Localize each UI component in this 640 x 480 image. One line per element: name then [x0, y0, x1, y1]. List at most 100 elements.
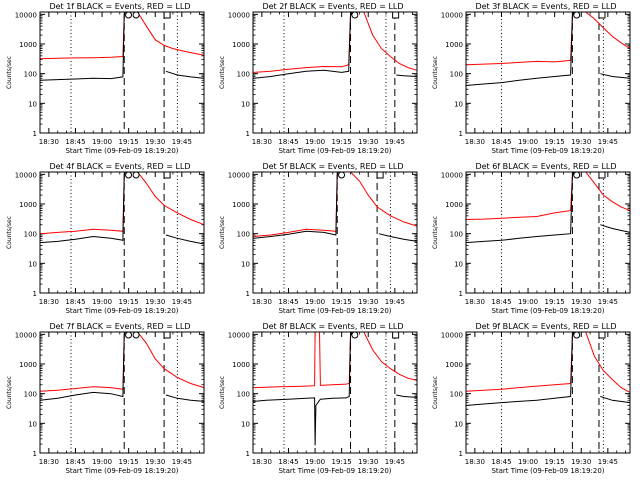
chart-panel-5: Det 5f BLACK = Events, RED = LLD 1 10 100 10…	[219, 162, 418, 315]
y-tick-label: 100	[450, 391, 463, 399]
chart-panel-8: Det 8f BLACK = Events, RED = LLD 1 10 100 10…	[219, 322, 418, 475]
x-tick-label: 19:45	[172, 138, 192, 146]
x-tick-label: 19:00	[92, 138, 112, 146]
y-tick-label: 1000	[232, 361, 250, 369]
y-tick-label: 1	[246, 290, 250, 298]
y-tick-label: 10	[241, 100, 250, 108]
y-tick-label: 10000	[441, 11, 463, 19]
series-events-line	[252, 11, 418, 79]
series-lld-line	[252, 171, 418, 237]
x-tick-label: 19:15	[545, 138, 565, 146]
marker-s-symbol	[338, 171, 346, 179]
x-tick-label: 18:30	[39, 138, 59, 146]
marker-s-symbol	[125, 11, 133, 19]
marker-e-symbol	[376, 171, 384, 179]
x-tick-label: 19:15	[545, 458, 565, 466]
marker-e-symbol	[598, 331, 606, 339]
x-axis-label: Start Time (09-Feb-09 18:19:20)	[491, 147, 604, 155]
x-tick-label: 18:45	[278, 458, 298, 466]
x-tick-label: 19:15	[332, 138, 352, 146]
plot-frame	[252, 171, 418, 294]
chart-panel-6: Det 6f BLACK = Events, RED = LLD 1 10 100 10…	[432, 162, 631, 315]
series-events-line	[465, 11, 631, 86]
x-axis-label: Start Time (09-Feb-09 18:19:20)	[65, 467, 178, 475]
y-tick-label: 10	[28, 420, 37, 428]
series-lld-line	[465, 331, 631, 393]
y-tick-label: 1000	[19, 201, 37, 209]
marker-a-symbol	[132, 11, 140, 19]
y-tick-label: 10	[454, 100, 463, 108]
x-tick-label: 18:30	[252, 298, 272, 306]
marker-s-symbol	[351, 11, 359, 19]
series-lld-line	[252, 331, 418, 389]
chart-panel-1: Det 1f BLACK = Events, RED = LLD 1 10 100 10…	[6, 2, 205, 155]
y-tick-label: 10000	[228, 171, 250, 179]
y-axis-label: Counts/sec	[6, 376, 13, 409]
x-tick-label: 18:45	[491, 298, 511, 306]
x-tick-label: 18:45	[491, 138, 511, 146]
marker-e-symbol	[392, 331, 400, 339]
x-tick-label: 18:30	[39, 458, 59, 466]
x-tick-label: 18:30	[252, 458, 272, 466]
x-tick-label: 19:30	[358, 298, 378, 306]
y-axis-label: Counts/sec	[6, 56, 13, 89]
chart-panel-2: Det 2f BLACK = Events, RED = LLD 1 10 100 10…	[219, 2, 418, 155]
chart-title: Det 2f BLACK = Events, RED = LLD	[262, 2, 403, 11]
y-tick-label: 1	[459, 290, 463, 298]
chart-title: Det 3f BLACK = Events, RED = LLD	[475, 2, 616, 11]
x-tick-label: 19:30	[145, 138, 165, 146]
marker-e-symbol	[598, 11, 606, 19]
marker-s-symbol	[125, 171, 133, 179]
marker-a-symbol	[132, 331, 140, 339]
x-tick-label: 19:30	[571, 458, 591, 466]
chart-title: Det 7f BLACK = Events, RED = LLD	[49, 322, 190, 331]
y-tick-label: 10000	[15, 11, 37, 19]
y-axis-label: Counts/sec	[219, 376, 226, 409]
series-events-line	[465, 171, 631, 244]
y-tick-label: 1000	[232, 201, 250, 209]
y-tick-label: 10000	[228, 331, 250, 339]
y-axis-label: Counts/sec	[432, 56, 439, 89]
y-tick-label: 10000	[15, 331, 37, 339]
x-tick-label: 19:15	[119, 138, 139, 146]
y-tick-label: 1	[459, 450, 463, 458]
series-lld-line	[39, 331, 205, 392]
y-tick-label: 1000	[232, 41, 250, 49]
y-tick-label: 100	[237, 71, 250, 79]
chart-title: Det 1f BLACK = Events, RED = LLD	[49, 2, 190, 11]
plot-frame	[252, 11, 418, 134]
marker-s-symbol	[351, 331, 359, 339]
y-tick-label: 1	[246, 450, 250, 458]
x-tick-label: 19:00	[305, 138, 325, 146]
plot-frame	[252, 331, 418, 454]
y-tick-label: 10	[241, 420, 250, 428]
chart-panel-9: Det 9f BLACK = Events, RED = LLD 1 10 100 10…	[432, 322, 631, 475]
y-tick-label: 10	[28, 100, 37, 108]
x-tick-label: 19:45	[385, 298, 405, 306]
x-tick-label: 18:30	[465, 298, 485, 306]
series-lld-line	[39, 11, 205, 60]
x-tick-label: 19:30	[571, 138, 591, 146]
x-tick-label: 19:30	[145, 298, 165, 306]
chart-title: Det 6f BLACK = Events, RED = LLD	[475, 162, 616, 171]
series-lld-line	[465, 11, 631, 66]
y-tick-label: 10000	[441, 171, 463, 179]
y-tick-label: 10000	[228, 11, 250, 19]
x-tick-label: 19:30	[358, 458, 378, 466]
series-lld-line	[39, 171, 205, 235]
series-lld-line	[252, 11, 418, 73]
y-tick-label: 10	[28, 260, 37, 268]
y-tick-label: 1000	[445, 361, 463, 369]
chart-title: Det 5f BLACK = Events, RED = LLD	[262, 162, 403, 171]
y-tick-label: 10000	[441, 331, 463, 339]
y-tick-label: 1	[33, 130, 37, 138]
plot-frame	[39, 331, 205, 454]
x-tick-label: 19:30	[358, 138, 378, 146]
y-tick-label: 1000	[445, 41, 463, 49]
series-lld-line	[465, 171, 631, 220]
marker-e-symbol	[392, 11, 400, 19]
x-tick-label: 19:45	[385, 458, 405, 466]
series-events-line	[39, 171, 205, 245]
y-axis-label: Counts/sec	[432, 216, 439, 249]
x-tick-label: 18:45	[65, 298, 85, 306]
